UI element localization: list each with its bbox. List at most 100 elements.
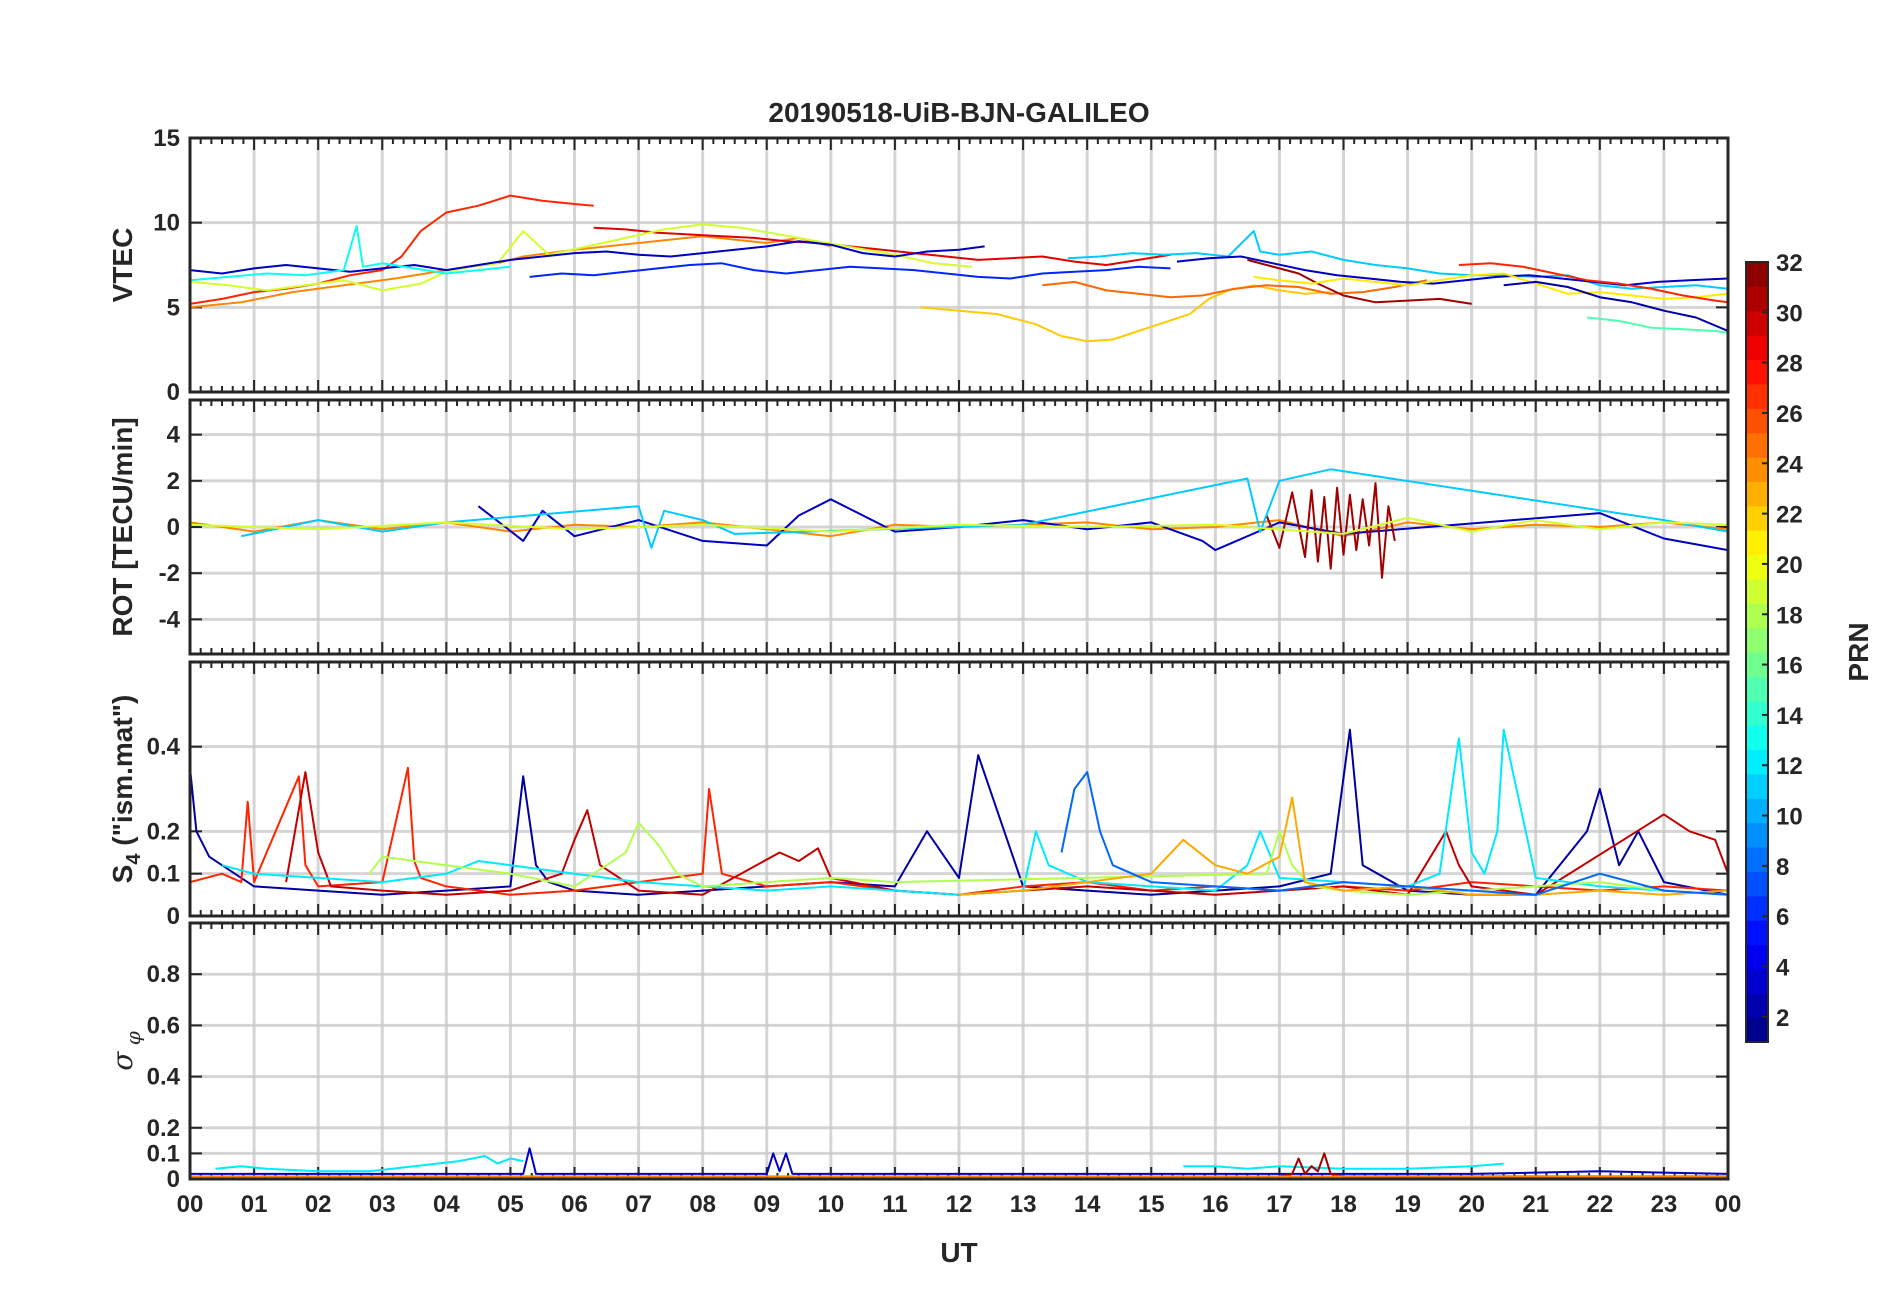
colorbar-swatch	[1746, 505, 1768, 531]
y-axis-label: S4 ("ism.mat")	[107, 695, 145, 884]
colorbar-swatch	[1746, 895, 1768, 921]
colorbar-swatch	[1746, 847, 1768, 872]
colorbar-swatch	[1746, 359, 1768, 385]
x-axis: 00 01 02 03 04 05 06 07 08 09 10 11 12 13 14 15 16 17 18 19…	[177, 1191, 1742, 1218]
y-tick-label: 0	[167, 903, 180, 930]
colorbar-swatch	[1746, 968, 1768, 994]
colorbar-swatch	[1746, 310, 1768, 336]
y-tick-label: 4	[167, 422, 181, 449]
colorbar-frame	[1745, 261, 1769, 1043]
colorbar-swatch	[1746, 262, 1768, 287]
x-tick-label: 02	[305, 1191, 332, 1218]
panel-frame	[188, 660, 1730, 918]
y-tick-label: 0.1	[147, 861, 180, 888]
colorbar-tick-label: 32	[1776, 250, 1803, 277]
series-group	[190, 1147, 1728, 1178]
y-tick-label: -2	[159, 560, 180, 587]
series-line	[241, 468, 1728, 549]
colorbar-swatch	[1746, 432, 1768, 458]
x-tick-label: 07	[625, 1191, 652, 1218]
series-line	[920, 284, 1331, 343]
y-tick-label: 0	[167, 379, 180, 406]
colorbar-tick-label: 10	[1776, 804, 1803, 831]
panel-1: 0 5 10 15 VTEC	[107, 125, 1730, 406]
colorbar-label: PRN	[1843, 622, 1874, 681]
colorbar-swatch	[1746, 822, 1768, 848]
colorbar-tick-label: 16	[1776, 653, 1803, 680]
series-line	[1042, 279, 1428, 299]
y-tick-label: 15	[153, 125, 180, 152]
colorbar-swatch	[1746, 944, 1768, 970]
x-tick-label: 15	[1138, 1191, 1165, 1218]
series-line	[1067, 230, 1728, 290]
x-tick-label: 23	[1651, 1191, 1678, 1218]
series-line	[1458, 262, 1728, 304]
y-tick-label: 5	[167, 294, 180, 321]
panel-frame	[188, 921, 1730, 1181]
y-tick-label: 10	[153, 210, 180, 237]
colorbar-swatch	[1746, 798, 1768, 824]
colorbar-swatch	[1746, 408, 1768, 434]
series-group	[190, 468, 1728, 579]
series-line	[1253, 272, 1728, 300]
colorbar-swatch	[1746, 335, 1768, 361]
series-line	[1247, 258, 1472, 305]
x-tick-label: 13	[1010, 1191, 1037, 1218]
x-tick-label: 16	[1202, 1191, 1229, 1218]
colorbar-swatch	[1746, 749, 1768, 775]
y-axis-label: VTEC	[107, 228, 138, 303]
y-axis-label: ROT [TECU/min]	[107, 417, 138, 636]
series-line	[1060, 771, 1728, 896]
x-tick-label: 21	[1522, 1191, 1549, 1218]
x-tick-label: 11	[882, 1191, 907, 1218]
x-tick-label: 18	[1330, 1191, 1357, 1218]
colorbar-tick-label: 28	[1776, 351, 1803, 378]
series-line	[215, 1155, 524, 1173]
chart-title: 20190518-UiB-BJN-GALILEO	[768, 97, 1149, 128]
x-tick-label: 12	[946, 1191, 973, 1218]
panel-3: 0 0.1 0.2 0.4S4 ("ism.mat")	[107, 660, 1730, 930]
series-line	[221, 728, 1728, 896]
x-tick-label: 19	[1394, 1191, 1421, 1218]
colorbar-tick-label: 26	[1776, 401, 1803, 428]
x-tick-label: 08	[689, 1191, 716, 1218]
series-group	[190, 194, 1728, 343]
colorbar-swatch	[1746, 530, 1768, 556]
colorbar-swatch	[1746, 457, 1768, 482]
colorbar-swatch	[1746, 627, 1768, 653]
colorbar-swatch	[1746, 725, 1768, 751]
colorbar-tick-label: 18	[1776, 602, 1803, 629]
colorbar-swatch	[1746, 676, 1768, 702]
series-line	[190, 1147, 1728, 1175]
colorbar-tick-label: 6	[1776, 904, 1789, 931]
colorbar-tick-label: 20	[1776, 552, 1803, 579]
colorbar-tick-label: 30	[1776, 300, 1803, 327]
colorbar-tick-label: 22	[1776, 502, 1803, 529]
x-tick-label: 20	[1458, 1191, 1485, 1218]
colorbar-tick-label: 8	[1776, 854, 1789, 881]
colorbar-swatch	[1746, 700, 1768, 726]
panel-2: -4 -2 0 2 4 ROT [TECU/min]	[107, 398, 1730, 656]
series-line	[190, 223, 972, 292]
x-tick-label: 01	[241, 1191, 268, 1218]
panel-frame	[188, 136, 1730, 394]
series-line	[190, 225, 511, 282]
x-tick-label: 14	[1074, 1191, 1101, 1218]
colorbar-swatch	[1746, 920, 1768, 946]
colorbar-swatch	[1746, 1017, 1768, 1043]
colorbar-tick-label: 4	[1776, 955, 1790, 982]
series-line	[190, 766, 1728, 896]
y-tick-label: 0.2	[147, 1115, 180, 1142]
series-line	[958, 796, 1728, 896]
colorbar-swatch	[1746, 578, 1768, 604]
colorbar-tick-label: 12	[1776, 753, 1803, 780]
series-line	[1265, 482, 1396, 579]
series-line	[529, 262, 1171, 280]
colorbar-tick-label: 24	[1776, 451, 1803, 478]
series-line	[1503, 280, 1728, 332]
x-axis-label: UT	[940, 1237, 977, 1268]
colorbar-tick-label: 14	[1776, 703, 1803, 730]
colorbar-swatch	[1746, 773, 1768, 799]
y-tick-label: -4	[159, 606, 181, 633]
